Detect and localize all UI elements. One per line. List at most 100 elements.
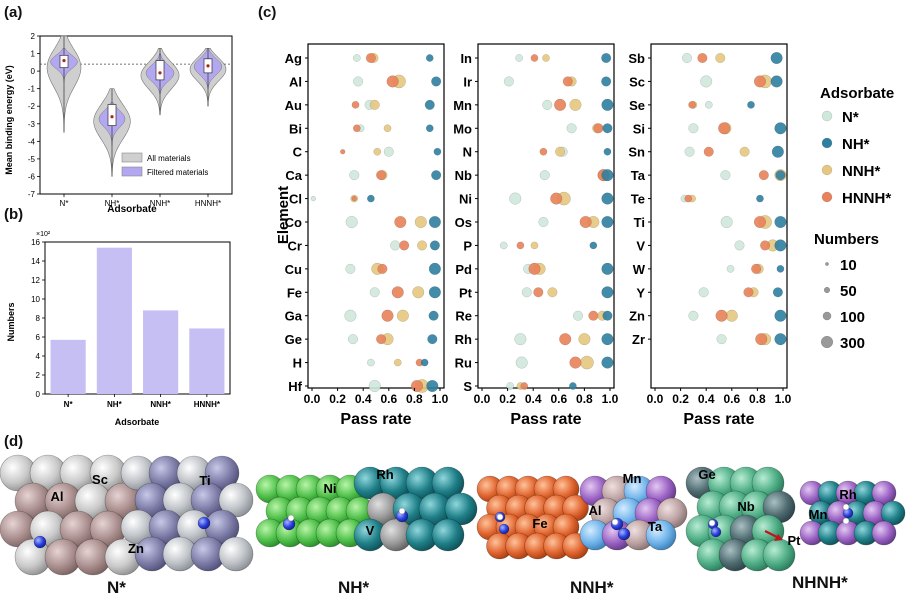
bar-scale-note: ×10² [36, 231, 51, 238]
atom [204, 455, 240, 491]
bar-ytick-label: 12 [31, 276, 40, 285]
pass-rate-point [509, 192, 522, 205]
pass-rate-point [428, 262, 441, 275]
element-label: Nb [455, 168, 472, 183]
bar-ytick-label: 4 [36, 352, 41, 361]
pass-rate-point [393, 358, 402, 367]
atom [871, 520, 897, 546]
pass-rate-point [726, 265, 735, 273]
legend-marker-0 [821, 110, 833, 122]
pass-rate-point [602, 310, 613, 321]
pass-rate-point [368, 380, 381, 393]
pass-rate-point [369, 287, 380, 298]
violin-box [107, 104, 117, 126]
legend-marker-2 [821, 164, 833, 176]
element-label: S [463, 379, 472, 394]
element-label: Re [455, 309, 472, 324]
h-atom [287, 514, 295, 522]
pass-rate-xtick-label: 0.2 [499, 392, 516, 406]
pass-rate-point [569, 382, 577, 390]
pass-rate-point [433, 147, 442, 156]
panel-label-a: (a) [4, 4, 23, 21]
violin-xtick-label: HNNH* [195, 199, 221, 208]
element-label: Te [631, 192, 645, 207]
element-label: Cl [289, 192, 302, 207]
element-label: Ni [459, 192, 472, 207]
pass-rate-xtick-label: 0.2 [329, 392, 346, 406]
pass-rate-point [688, 310, 699, 321]
pass-rate-point [602, 123, 613, 134]
pass-rate-point [601, 76, 612, 87]
pass-rate-point [589, 241, 598, 250]
element-tag-Pt: Pt [788, 533, 802, 548]
pass-rate-point [774, 122, 787, 135]
pass-rate-point [528, 262, 541, 275]
element-tag-V: V [366, 523, 375, 538]
element-label: Ta [631, 168, 646, 183]
element-label: Ca [285, 168, 302, 183]
legend-marker-3 [821, 191, 833, 203]
element-tag-Mn: Mn [623, 471, 642, 486]
bar-xlabel: Adsorbate [115, 417, 160, 427]
pass-rate-point [539, 170, 550, 181]
element-label: Sn [628, 145, 645, 160]
pass-rate-point [431, 76, 442, 87]
pass-rate-point [753, 75, 766, 88]
pass-rate-point [601, 215, 614, 228]
pass-rate-point [515, 54, 523, 62]
pass-rate-point [345, 215, 358, 228]
bar-xtick-label: N* [64, 400, 74, 409]
pass-rate-point [734, 240, 745, 251]
violin-median [110, 115, 114, 119]
element-tag-Al: Al [51, 489, 64, 504]
pass-rate-point [715, 309, 728, 322]
pass-rate-point [562, 76, 573, 87]
violin-ytick-label: -5 [28, 155, 36, 164]
pass-rate-xtick-label: 0.4 [525, 392, 542, 406]
pass-rate-point [753, 215, 766, 228]
pass-rate-point [588, 310, 599, 321]
legend-filtered-materials: Filtered materials [147, 168, 208, 177]
pass-rate-point [425, 124, 434, 133]
element-label: Pd [455, 262, 472, 277]
pass-rate-point [601, 192, 614, 205]
pass-rate-xtick-label: 0.8 [576, 392, 593, 406]
element-label: Mn [453, 98, 472, 113]
pass-rate-xtick-label: 0.6 [723, 392, 740, 406]
pass-rate-point [383, 124, 392, 133]
h-atom [611, 518, 619, 526]
h-atom [842, 503, 850, 511]
pass-rate-point [424, 99, 435, 110]
pass-rate-point [774, 239, 787, 252]
bar-xtick-label: NH* [107, 400, 123, 409]
pass-rate-point [603, 147, 612, 156]
bar-ytick-label: 10 [31, 295, 40, 304]
pass-rate-point [593, 123, 604, 134]
panel-label-d: (d) [4, 433, 24, 450]
pass-rate-point [386, 75, 399, 88]
element-label: Co [285, 215, 302, 230]
legend-series-label: NH* [842, 136, 870, 153]
element-label: In [460, 51, 472, 66]
pass-rate-point [381, 309, 394, 322]
legend-series-label: HNNH* [842, 190, 891, 207]
pass-rate-point [383, 146, 394, 157]
pass-rate-point [428, 215, 441, 228]
element-tag-Fe: Fe [532, 516, 547, 531]
h-atom [708, 519, 716, 527]
violin-xtick-label: N* [60, 199, 69, 208]
pass-rate-point [310, 195, 316, 202]
pass-rate-xtick-label: 0.6 [550, 392, 567, 406]
legend-series-label: N* [842, 109, 859, 126]
pass-rate-point [351, 101, 360, 109]
pass-rate-point [601, 262, 614, 275]
pass-rate-point [684, 146, 695, 157]
slab-ge-nb [685, 466, 796, 572]
element-label: Hf [288, 379, 302, 394]
pass-rate-point [747, 101, 755, 109]
element-label: Al [289, 74, 302, 89]
pass-rate-point [431, 170, 442, 181]
pt-arrow-head [774, 534, 783, 541]
element-label: Ge [285, 332, 302, 347]
